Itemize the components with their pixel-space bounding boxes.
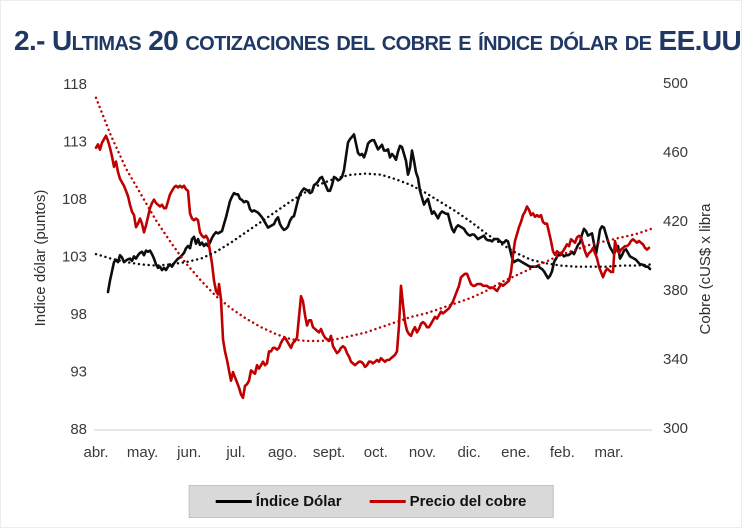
x-tick-ago: ago. xyxy=(268,444,297,461)
y-right-tick-420: 420 xyxy=(663,213,688,230)
series-line-1-precio-del-cobre xyxy=(94,134,651,400)
y-right-tick-340: 340 xyxy=(663,351,688,368)
series-line-3-tendencia-precio-del-cobre xyxy=(94,96,653,343)
y-left-tick-93: 93 xyxy=(70,363,87,380)
y-right-tick-460: 460 xyxy=(663,144,688,161)
legend-swatch-indice-dolar xyxy=(215,500,252,503)
y-left-tick-113: 113 xyxy=(63,133,87,150)
chart-generated: 118 113 108 103 98 93 88 500 460 420 380 340 300 abr.… xyxy=(62,75,688,461)
x-tick-sept: sept. xyxy=(313,444,346,461)
x-tick-nov: nov. xyxy=(409,444,436,461)
chart-legend: Índice Dólar Precio del cobre xyxy=(188,485,554,518)
y-right-tick-300: 300 xyxy=(663,420,688,437)
y-left-tick-98: 98 xyxy=(70,306,87,323)
legend-swatch-precio-cobre xyxy=(369,500,406,503)
y-right-tick-500: 500 xyxy=(663,75,688,92)
series-line-2-tendencia-ndice-d-lar xyxy=(94,172,653,268)
x-tick-feb: feb. xyxy=(550,444,575,461)
y-axis-left-title: Indice dólar (puntos) xyxy=(32,190,49,327)
x-tick-jun: jun. xyxy=(176,444,201,461)
page-title: 2.- Ultimas 20 cotizaciones del cobre e … xyxy=(14,25,742,56)
y-left-tick-103: 103 xyxy=(62,248,87,265)
legend-item-indice-dolar: Índice Dólar xyxy=(215,493,342,510)
y-axis-right-title: Cobre (cUS$ x libra xyxy=(697,203,714,335)
y-right-tick-380: 380 xyxy=(663,282,688,299)
x-tick-ene: ene. xyxy=(501,444,530,461)
y-left-tick-108: 108 xyxy=(62,191,87,208)
legend-item-precio-cobre: Precio del cobre xyxy=(369,493,527,510)
legend-label-indice-dolar: Índice Dólar xyxy=(255,493,342,510)
x-tick-mar: mar. xyxy=(594,444,623,461)
x-tick-abr: abr. xyxy=(83,444,108,461)
x-tick-oct: oct. xyxy=(364,444,388,461)
x-tick-dic: dic. xyxy=(457,444,480,461)
y-left-tick-118: 118 xyxy=(63,76,87,93)
legend-label-precio-cobre: Precio del cobre xyxy=(409,493,527,510)
series-line-0--ndice-d-lar xyxy=(106,133,652,294)
y-left-tick-88: 88 xyxy=(70,421,87,438)
x-tick-jul: jul. xyxy=(225,444,245,461)
x-tick-may: may. xyxy=(127,444,158,461)
